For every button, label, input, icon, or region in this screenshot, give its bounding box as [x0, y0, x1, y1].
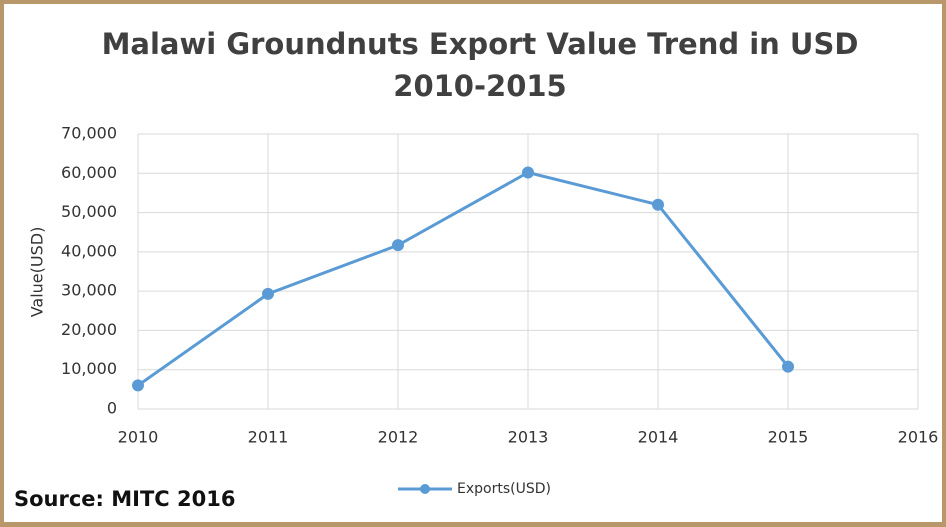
- chart-panel: [4, 4, 942, 522]
- data-point: [262, 287, 274, 300]
- data-point: [782, 360, 794, 373]
- x-tick-label: 2013: [508, 428, 549, 447]
- annotation: Source: MITC 2016: [14, 487, 235, 511]
- x-tick-label: 2011: [248, 428, 289, 447]
- data-point: [392, 239, 404, 252]
- y-tick-label: 30,000: [61, 281, 117, 300]
- x-tick-label: 2010: [118, 428, 159, 447]
- legend-marker: [420, 484, 430, 494]
- line-series: [137, 170, 790, 387]
- y-tick-label: 10,000: [61, 359, 117, 378]
- y-axis-label: Value(USD): [28, 227, 47, 318]
- data-point: [522, 166, 534, 179]
- x-tick-label: 2016: [898, 428, 939, 447]
- y-tick-label: 40,000: [61, 241, 117, 260]
- chart-title: 2010-2015: [393, 69, 566, 103]
- x-tick-label: 2012: [378, 428, 419, 447]
- y-tick-label: 70,000: [61, 124, 117, 143]
- data-point: [652, 198, 664, 211]
- x-tick-label: 2015: [768, 428, 809, 447]
- y-tick-label: 20,000: [61, 320, 117, 339]
- y-tick-label: 0: [107, 399, 117, 418]
- data-point: [132, 379, 144, 392]
- y-tick-label: 60,000: [61, 163, 117, 182]
- chart-title: Malawi Groundnuts Export Value Trend in …: [102, 27, 859, 61]
- x-tick-label: 2014: [638, 428, 679, 447]
- legend-label: Exports(USD): [457, 481, 551, 497]
- y-tick-label: 50,000: [61, 202, 117, 221]
